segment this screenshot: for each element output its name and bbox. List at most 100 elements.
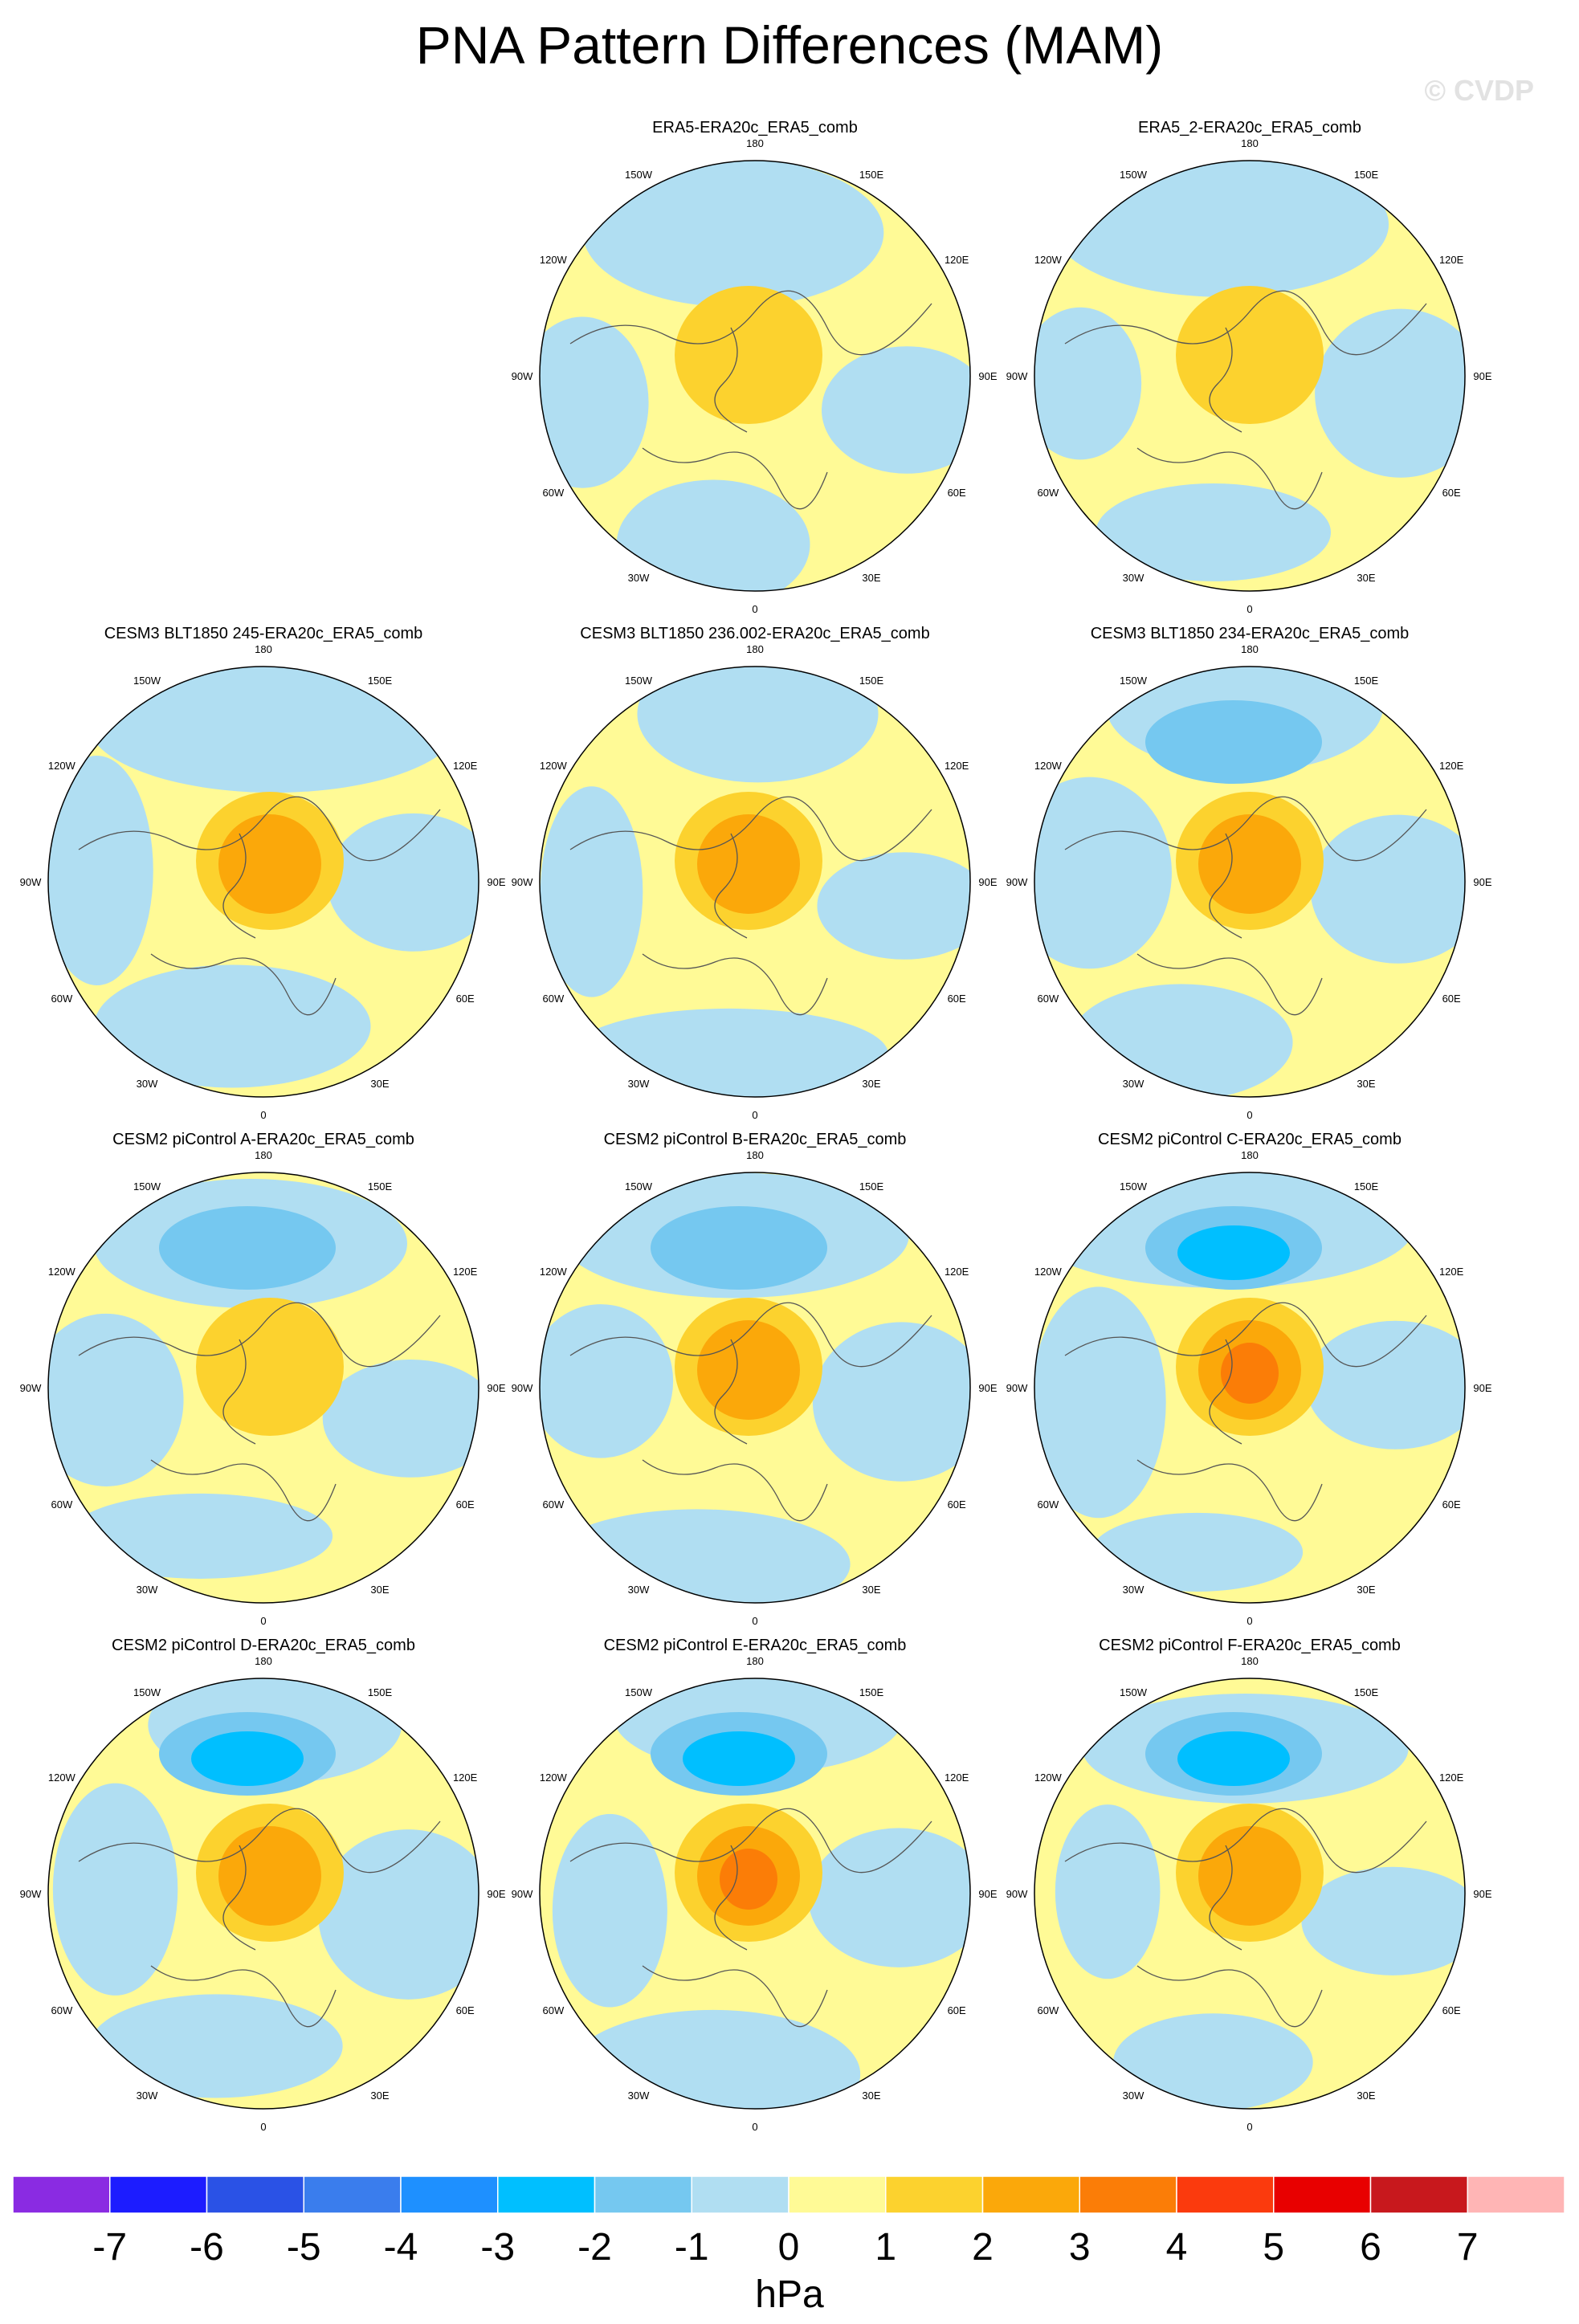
contour-fill-neg1-0 (1034, 1286, 1166, 1519)
polar-map: 180 150E 120E 90E 60E 30E 0 30W 60W 90W 120W 150W (1006, 643, 1492, 1121)
longitude-label: 120E (1439, 1772, 1464, 1784)
longitude-label: 90W (1006, 1382, 1028, 1394)
map-boundary (539, 666, 971, 1098)
coastline (569, 1808, 932, 2028)
longitude-label: 30W (628, 2090, 650, 2102)
longitude-label: 30E (1357, 1078, 1375, 1090)
longitude-label: 30E (862, 1078, 880, 1090)
longitude-label: 120E (1439, 1266, 1464, 1278)
polar-map: 180 150E 120E 90E 60E 30E 0 30W 60W 90W 120W 150W (1006, 137, 1492, 615)
longitude-label: 90W (512, 1382, 533, 1394)
longitude-label: 90W (20, 876, 42, 888)
polar-map: 180 150E 120E 90E 60E 30E 0 30W 60W 90W 120W 150W (20, 1149, 506, 1627)
colorbar-swatch (109, 2175, 208, 2214)
colorbar-tick-label: 0 (778, 2226, 800, 2269)
longitude-label: 0 (752, 1109, 757, 1121)
longitude-label: 60W (542, 2004, 564, 2016)
longitude-label: 150W (625, 675, 653, 687)
longitude-label: 30E (370, 1584, 389, 1596)
panel-title: CESM2 piControl F-ERA20c_ERA5_comb (1099, 1637, 1401, 1654)
longitude-label: 30E (862, 2090, 880, 2102)
longitude-label: 90W (512, 876, 533, 888)
colorbar-tick-label: -7 (92, 2226, 127, 2269)
longitude-label: 60E (1442, 2004, 1461, 2016)
longitude-label: 120E (453, 1772, 478, 1784)
contour-fill-neg1-0 (540, 786, 643, 997)
panel-title: CESM2 piControl E-ERA20c_ERA5_comb (603, 1637, 907, 1654)
polar-map: 180 150E 120E 90E 60E 30E 0 30W 60W 90W 120W 150W (1006, 1149, 1492, 1627)
coastline (78, 796, 441, 1016)
contour-fill-positive-core (218, 814, 321, 914)
longitude-label: 120W (540, 1266, 568, 1278)
contour-fill-neg1-0 (540, 1304, 674, 1458)
longitude-label: 180 (255, 1149, 272, 1161)
longitude-label: 180 (746, 1149, 764, 1161)
contour-fill-negative-core (651, 1206, 827, 1290)
longitude-label: 120E (945, 760, 969, 772)
panel-title: CESM2 piControl C-ERA20c_ERA5_comb (1098, 1131, 1402, 1148)
longitude-label: 90E (1473, 876, 1491, 888)
contour-fill-negative-core (1177, 1731, 1290, 1786)
contour-fill-neg1-0 (637, 667, 879, 783)
longitude-label: 30E (1357, 572, 1375, 584)
longitude-label: 30W (137, 1078, 158, 1090)
longitude-label: 120W (1034, 760, 1063, 772)
colorbar-tick-label: -1 (675, 2226, 709, 2269)
longitude-label: 60E (456, 1498, 475, 1511)
coastline (1064, 1302, 1427, 1522)
longitude-label: 90W (512, 370, 533, 382)
contour-fill-neg1-0 (817, 852, 970, 960)
contour-fill-neg1-0 (1315, 308, 1465, 478)
longitude-label: 60E (948, 2004, 966, 2016)
longitude-label: 150E (368, 1686, 393, 1698)
contour-fill-neg1-0 (1034, 307, 1142, 460)
longitude-label: 30E (862, 572, 880, 584)
colorbar-swatch (1079, 2175, 1177, 2214)
longitude-label: 120E (453, 760, 478, 772)
contour-fill-neg1-0 (87, 667, 461, 793)
contour-fill-neg1-0 (94, 964, 371, 1088)
colorbar-tick-label: -3 (480, 2226, 515, 2269)
colorbar-tick-label: -6 (190, 2226, 224, 2269)
coastline (569, 1302, 932, 1522)
longitude-label: 30E (862, 1584, 880, 1596)
colorbar-swatch (206, 2175, 304, 2214)
colorbar-tick-label: 5 (1263, 2226, 1284, 2269)
contour-fill-positive-core (697, 1320, 800, 1420)
colorbar-swatch (981, 2175, 1080, 2214)
map-panel: ERA5_2-ERA20c_ERA5_comb 180 150E 120E 90E 60E… (1001, 119, 1499, 625)
colorbar-tick-label: -2 (577, 2226, 612, 2269)
map-boundary (1034, 1172, 1466, 1604)
page-title: PNA Pattern Differences (MAM) (415, 15, 1164, 75)
map-panel: CESM2 piControl E-ERA20c_ERA5_comb 180 150… (506, 1637, 1004, 2143)
longitude-label: 30W (1123, 1078, 1144, 1090)
longitude-label: 150E (859, 675, 884, 687)
contour-fill-positive-core (1221, 1343, 1279, 1404)
longitude-label: 60W (51, 2004, 72, 2016)
longitude-label: 180 (1241, 1149, 1259, 1161)
contour-fill-neg1-0 (552, 1813, 667, 2008)
colorbar-swatch (788, 2175, 887, 2214)
contour-fill-neg1-0 (1069, 984, 1293, 1097)
longitude-label: 150E (1354, 1180, 1379, 1193)
longitude-label: 30W (137, 2090, 158, 2102)
longitude-label: 60W (542, 487, 564, 499)
longitude-label: 30E (1357, 1584, 1375, 1596)
longitude-label: 150E (1354, 169, 1379, 181)
longitude-label: 0 (1246, 603, 1252, 615)
colorbar-swatch (400, 2175, 499, 2214)
contour-fill-neg1-0 (89, 1994, 343, 2098)
coastline (1064, 796, 1427, 1016)
map-panel: CESM3 BLT1850 245-ERA20c_ERA5_comb 180 150… (14, 625, 512, 1131)
map-boundary (539, 160, 971, 592)
panel-title: CESM3 BLT1850 236.002-ERA20c_ERA5_comb (580, 625, 930, 642)
longitude-label: 120W (1034, 1266, 1063, 1278)
contour-fill-neg1-0 (1113, 2013, 1313, 2109)
contour-fill-neg1-0 (1096, 483, 1332, 581)
longitude-label: 120E (1439, 760, 1464, 772)
longitude-label: 60E (948, 487, 966, 499)
longitude-label: 30E (370, 1078, 389, 1090)
colorbar-swatch (1176, 2175, 1275, 2214)
longitude-label: 60W (1037, 2004, 1059, 2016)
longitude-label: 90W (20, 1888, 42, 1900)
